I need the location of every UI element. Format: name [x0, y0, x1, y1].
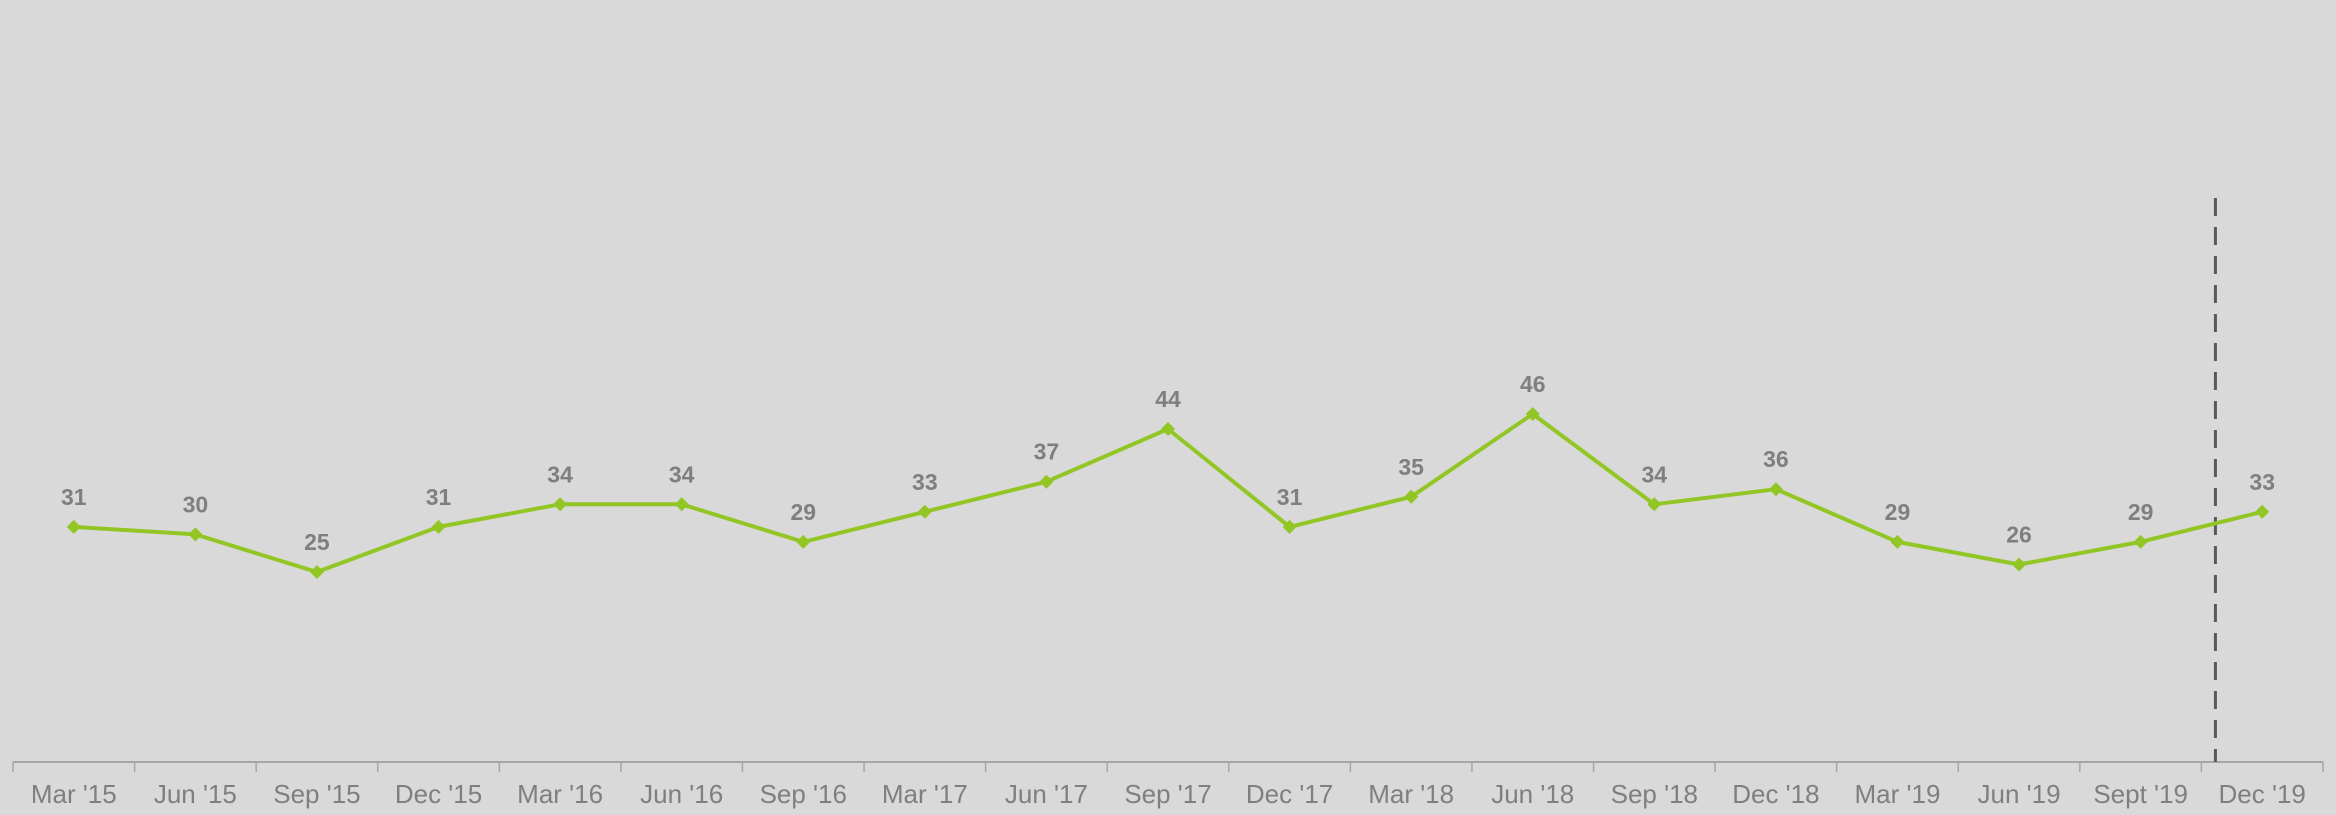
data-label: 29: [790, 499, 816, 525]
data-point-marker: [1525, 407, 1540, 421]
data-label: 34: [1642, 461, 1668, 487]
x-tick-label: Sep '15: [273, 779, 360, 809]
x-tick-label: Dec '15: [395, 779, 482, 809]
data-label: 34: [547, 461, 573, 487]
data-point-marker: [796, 534, 811, 549]
series-line: [71, 412, 2265, 574]
x-tick-label: Mar '18: [1368, 779, 1454, 809]
x-tick-label: Dec '18: [1732, 779, 1819, 809]
x-tick-label: Sept '19: [2093, 779, 2188, 809]
data-point-marker: [1404, 489, 1419, 504]
data-label: 34: [669, 461, 695, 487]
data-label: 31: [61, 484, 87, 510]
data-point-marker: [1282, 519, 1297, 534]
data-point-marker: [674, 497, 689, 512]
data-label: 33: [2249, 469, 2275, 495]
x-tick-label: Mar '19: [1855, 779, 1941, 809]
data-point-marker: [1647, 497, 1662, 512]
x-tick-label: Mar '15: [31, 779, 117, 809]
data-point-marker: [2255, 504, 2270, 519]
data-point-marker: [431, 519, 446, 534]
data-label: 26: [2006, 521, 2032, 547]
x-tick-label: Mar '16: [517, 779, 603, 809]
data-label: 31: [426, 484, 452, 510]
x-tick-label: Jun '15: [154, 779, 237, 809]
data-point-marker: [1768, 482, 1783, 497]
data-point-marker: [2133, 534, 2148, 549]
data-label: 31: [1277, 484, 1303, 510]
data-label: 35: [1398, 454, 1424, 480]
data-point-marker: [66, 519, 81, 534]
data-point-marker: [917, 504, 932, 519]
data-label: 46: [1520, 371, 1546, 397]
x-tick-label: Mar '17: [882, 779, 968, 809]
x-tick-label: Sep '16: [760, 779, 847, 809]
data-label: 30: [183, 491, 209, 517]
data-label: 33: [912, 469, 938, 495]
tick-labels-group: Mar '15 Jun '15 Sep '15 Dec '15 Mar '16 Jun '…: [31, 779, 2306, 809]
data-label: 36: [1763, 446, 1789, 472]
data-labels-group: 31 30 25 31 34 34 29 33 37 44 31 35 46 34 36 29 26 29 33: [61, 371, 2275, 555]
data-label: 29: [1885, 499, 1911, 525]
data-label: 25: [304, 529, 330, 555]
data-point-marker: [1039, 474, 1054, 489]
x-tick-label: Sep '18: [1611, 779, 1698, 809]
x-tick-label: Jun '16: [640, 779, 723, 809]
x-tick-label: Dec '17: [1246, 779, 1333, 809]
markers-group: [66, 407, 2270, 579]
x-tick-label: Jun '18: [1491, 779, 1574, 809]
x-tick-label: Sep '17: [1124, 779, 1211, 809]
data-point-marker: [553, 497, 568, 512]
data-label: 37: [1034, 439, 1060, 465]
x-axis-ticks: [12, 762, 2324, 772]
x-tick-label: Jun '17: [1005, 779, 1088, 809]
data-point-marker: [2012, 557, 2027, 572]
data-point-marker: [1161, 422, 1175, 437]
data-point-marker: [1890, 534, 1905, 549]
data-label: 44: [1155, 386, 1181, 412]
data-label: 29: [2128, 499, 2154, 525]
data-point-marker: [309, 565, 324, 579]
series-group: [71, 412, 2265, 574]
x-tick-label: Jun '19: [1978, 779, 2061, 809]
x-tick-label: Dec '19: [2219, 779, 2306, 809]
data-point-marker: [188, 527, 203, 542]
